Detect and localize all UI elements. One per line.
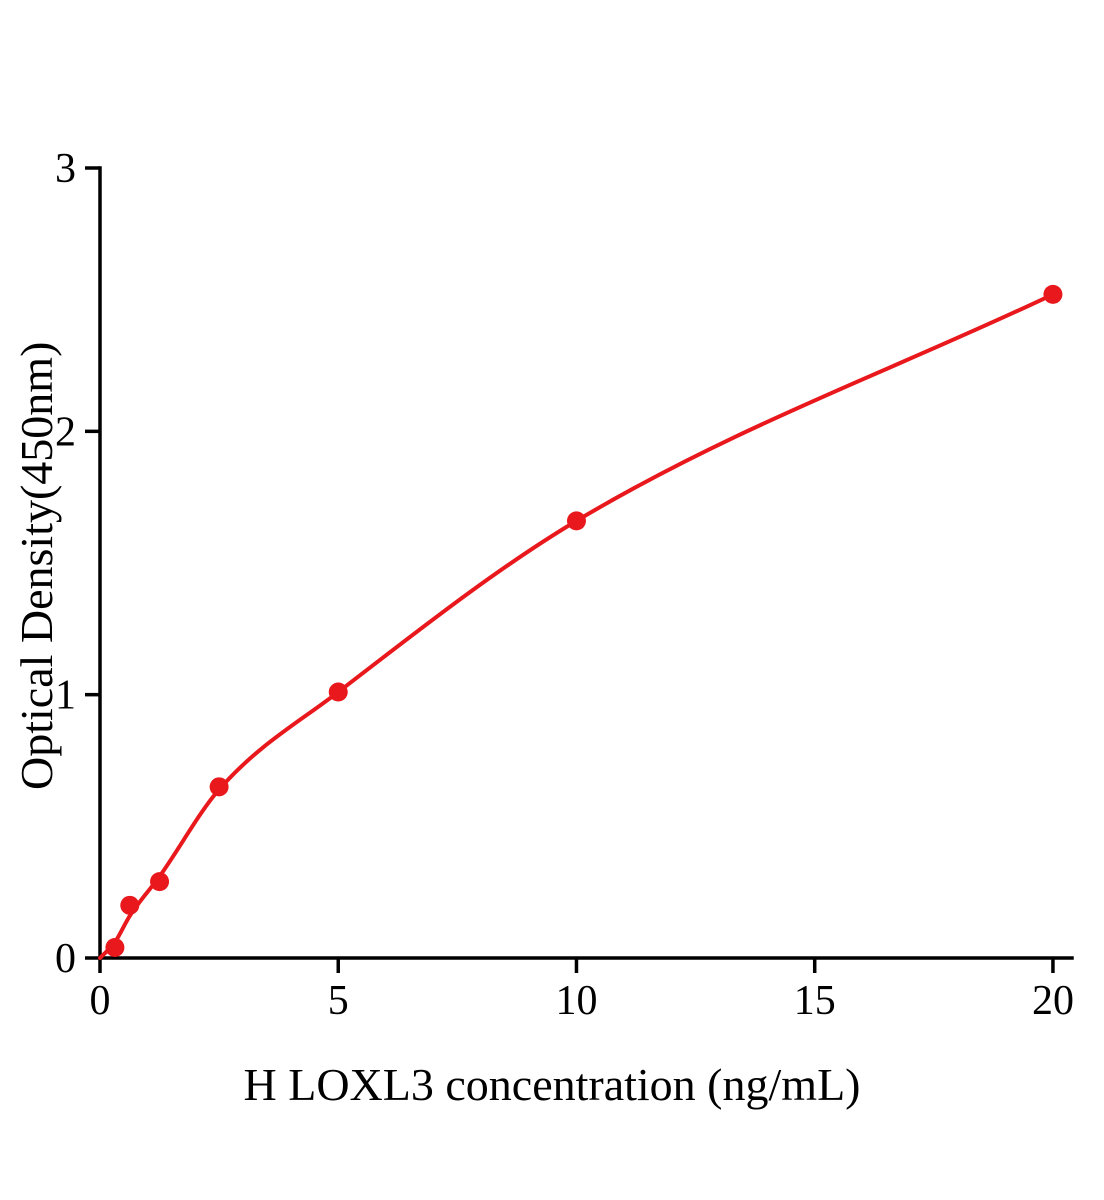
data-point [328, 682, 348, 702]
data-point [150, 872, 170, 892]
x-tick-label: 10 [555, 978, 597, 1024]
trend-line [98, 292, 1055, 960]
data-point [120, 895, 140, 915]
y-axis-title: Optical Density(450nm) [11, 341, 62, 790]
y-tick-label: 0 [55, 936, 76, 982]
y-tick-label: 2 [55, 409, 76, 455]
x-tick-label: 15 [794, 978, 836, 1024]
data-point [105, 937, 125, 957]
data-point [1043, 284, 1063, 304]
x-tick-label: 20 [1032, 978, 1074, 1024]
data-point [566, 511, 586, 531]
axes-spine [98, 166, 1074, 960]
x-axis-title: H LOXL3 concentration (ng/mL) [243, 1059, 861, 1110]
y-tick-label: 1 [55, 673, 76, 719]
x-tick-label: 5 [328, 978, 349, 1024]
data-point [209, 777, 229, 797]
x-tick-label: 0 [90, 978, 111, 1024]
y-tick-label: 3 [55, 146, 76, 192]
